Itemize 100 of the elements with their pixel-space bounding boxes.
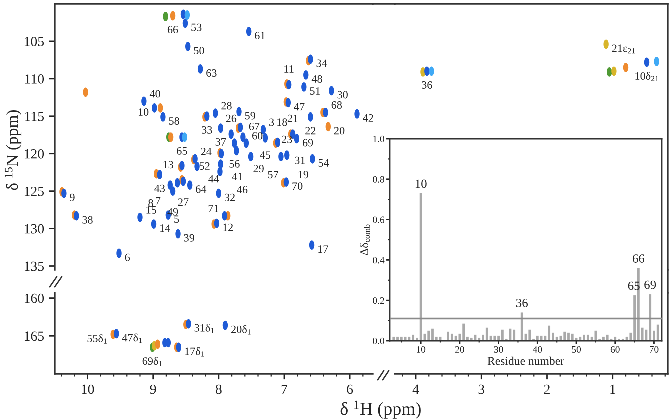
annotation: 7	[156, 197, 161, 205]
x-tick-label: 6	[347, 384, 354, 394]
y-axis-title: Δδ$_{comb}$	[360, 224, 370, 256]
x-tick-label: 50	[572, 346, 582, 353]
annotation: 21	[288, 114, 298, 122]
annotation: 10	[138, 108, 149, 116]
bar	[606, 334, 609, 341]
y-tick-label: 160	[24, 294, 44, 304]
annotation: 21ε$_{21}$	[612, 44, 636, 54]
x-tick-label: 3	[478, 384, 485, 394]
annotation: 26	[226, 114, 237, 122]
annotation: 20	[334, 127, 345, 135]
bar	[412, 334, 415, 341]
bar	[392, 336, 396, 341]
bar	[396, 336, 399, 341]
x-tick-label: 10	[417, 346, 426, 353]
annotation: 43	[154, 184, 166, 192]
x-tick-label: 7	[282, 384, 288, 394]
annotation: 53	[192, 24, 202, 32]
bar	[571, 334, 574, 341]
annotation: 13	[164, 161, 174, 169]
bar	[462, 324, 466, 341]
annotation: 5	[174, 216, 180, 224]
y-tick-label: 0.4	[373, 257, 385, 264]
annotation: 32	[225, 194, 235, 202]
y-tick-label: 110	[25, 74, 44, 84]
annotation: 10	[416, 180, 427, 188]
annotation: 54	[318, 160, 330, 167]
x-tick-label: 20	[456, 346, 464, 353]
bar	[400, 336, 403, 341]
bar	[428, 330, 430, 341]
bar	[450, 334, 454, 341]
annotation: 70	[292, 182, 303, 190]
annotation: 66	[632, 254, 645, 263]
annotation: 50	[194, 47, 204, 55]
bar	[579, 336, 582, 341]
bar	[528, 330, 532, 341]
annotation: 46	[237, 186, 248, 194]
annotation: 57	[268, 171, 279, 179]
annotation: 17δ$_{1}$	[185, 347, 204, 357]
annotation: 59	[245, 112, 256, 120]
y-tick-label: 1.0	[374, 136, 384, 143]
annotation: 47	[294, 103, 305, 111]
annotation: 15	[146, 206, 156, 214]
annotation: 36	[516, 299, 528, 308]
annotation: 63	[206, 70, 217, 78]
annotation: 14	[160, 224, 170, 232]
annotation: 55δ$_{1}$	[88, 334, 107, 344]
annotation: 24	[201, 148, 212, 156]
annotation: 51	[310, 88, 320, 95]
annotation: 56	[230, 160, 240, 168]
y-tick-label: 165	[24, 332, 44, 342]
x-tick-label: 1	[610, 384, 616, 394]
bar	[513, 330, 516, 341]
annotation: 10δ$_{21}$	[636, 72, 658, 82]
annotation: 30	[338, 91, 348, 99]
x-tick-label: 4	[412, 384, 420, 394]
y-tick-label: 0.6	[373, 216, 385, 224]
x-axis-title: Residue number	[488, 356, 564, 366]
annotation: 68	[332, 102, 342, 109]
y-tick-label: 0.2	[373, 298, 384, 304]
bar	[420, 194, 422, 341]
annotation: 47δ$_{1}$	[122, 334, 142, 344]
bar	[486, 328, 488, 341]
annotation: 31δ$_{1}$	[194, 324, 214, 334]
bar	[447, 332, 450, 341]
annotation: 41	[232, 173, 242, 180]
annotation: 28	[222, 102, 232, 110]
annotation: 31	[295, 156, 306, 164]
bar	[536, 336, 539, 341]
bar	[432, 328, 434, 341]
x-tick-label: 70	[650, 346, 659, 353]
x-tick-label: 8	[216, 384, 222, 394]
annotation: 67	[249, 122, 260, 130]
annotation: 38	[82, 216, 93, 224]
bar	[649, 294, 652, 341]
bar	[594, 330, 598, 341]
bar	[494, 336, 496, 341]
bar	[408, 336, 411, 341]
x-tick-label: 9	[150, 384, 156, 394]
annotation: 22	[306, 127, 316, 135]
annotation: 42	[363, 114, 374, 122]
annotation: 69	[302, 139, 314, 147]
annotation: 27	[178, 198, 189, 206]
annotation: 48	[312, 76, 322, 84]
annotation: 44	[208, 175, 220, 183]
x-tick-label: 30	[494, 346, 504, 353]
annotation: 65	[177, 147, 188, 155]
x-tick-label: 10	[82, 384, 94, 394]
bar	[548, 326, 551, 341]
annotation: 69	[644, 280, 656, 290]
annotation: 45	[260, 152, 271, 160]
bar	[568, 332, 570, 341]
bar	[614, 336, 617, 341]
annotation: 61	[255, 32, 266, 40]
annotation: 9	[70, 194, 75, 202]
y-tick-label: 105	[24, 37, 44, 46]
bar	[583, 334, 586, 341]
annotation: 17	[318, 246, 328, 253]
annotation: 20δ$_{1}$	[232, 325, 251, 335]
